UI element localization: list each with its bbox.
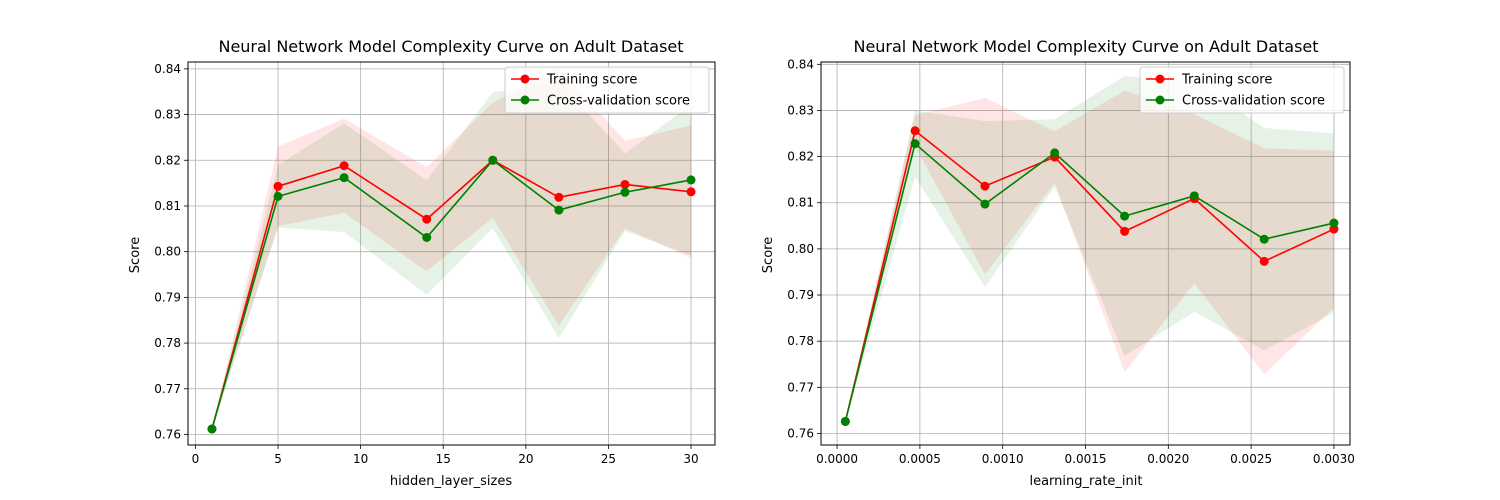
x-tick-label: 0 xyxy=(192,452,200,466)
x-tick-label: 0.0015 xyxy=(1065,452,1107,466)
y-tick-label: 0.76 xyxy=(154,427,181,441)
data-point xyxy=(273,191,283,201)
legend-marker xyxy=(1155,95,1165,105)
y-tick-label: 0.82 xyxy=(154,153,181,167)
x-tick-label: 10 xyxy=(353,452,368,466)
y-tick-label: 0.84 xyxy=(154,62,181,76)
x-tick-label: 25 xyxy=(601,452,616,466)
y-tick-label: 0.80 xyxy=(787,242,814,256)
data-point xyxy=(273,181,283,191)
data-point xyxy=(980,199,990,209)
series-line-1 xyxy=(844,142,1335,422)
data-point xyxy=(339,173,349,183)
legend-entry: Training score xyxy=(1181,73,1272,88)
data-point xyxy=(1329,218,1339,228)
data-point xyxy=(980,181,990,191)
y-tick-label: 0.83 xyxy=(787,103,814,117)
data-point xyxy=(686,187,696,197)
y-tick-label: 0.84 xyxy=(787,57,814,71)
left-y-ticks: 0.76 0.77 0.78 0.79 0.80 0.81 0.82 0.83 0.84 xyxy=(154,62,188,441)
right-grid xyxy=(821,62,1350,445)
series-line-1 xyxy=(211,159,692,430)
right-y-axis-label: Score xyxy=(761,237,776,273)
legend-entry: Cross-validation score xyxy=(1182,94,1325,109)
confidence-band-1 xyxy=(845,76,1334,422)
series-line-0 xyxy=(211,159,692,430)
data-point xyxy=(554,205,564,215)
y-tick-label: 0.80 xyxy=(154,245,181,259)
left-x-ticks: 0 5 10 15 20 25 30 xyxy=(192,445,699,466)
legend-box xyxy=(504,66,710,114)
right-chart-panel: Neural Network Model Complexity Curve on… xyxy=(761,37,1355,489)
right-x-axis-label: learning_rate_init xyxy=(1029,474,1142,489)
legend-marker xyxy=(1155,74,1165,84)
y-tick-label: 0.78 xyxy=(154,336,181,350)
x-tick-label: 0.0020 xyxy=(1147,452,1189,466)
data-point xyxy=(1259,256,1269,266)
y-tick-label: 0.79 xyxy=(787,288,814,302)
left-legend: Training score Cross-validation score xyxy=(504,66,710,114)
data-point xyxy=(554,192,564,202)
right-chart-title: Neural Network Model Complexity Curve on… xyxy=(853,37,1318,56)
x-tick-label: 5 xyxy=(274,452,282,466)
y-tick-label: 0.81 xyxy=(154,199,181,213)
y-tick-label: 0.79 xyxy=(154,290,181,304)
x-tick-label: 20 xyxy=(518,452,533,466)
x-tick-label: 0.0030 xyxy=(1313,452,1355,466)
legend-marker xyxy=(520,95,530,105)
data-point xyxy=(620,179,630,189)
right-lines xyxy=(844,129,1335,422)
data-point xyxy=(1120,226,1130,236)
right-x-ticks: 0.0000 0.0005 0.0010 0.0015 0.0020 0.0025 0.00… xyxy=(816,445,1355,466)
data-point xyxy=(339,161,349,171)
data-point xyxy=(910,126,920,136)
y-tick-label: 0.81 xyxy=(787,196,814,210)
x-tick-label: 30 xyxy=(683,452,698,466)
y-tick-label: 0.77 xyxy=(154,382,181,396)
confidence-band-0 xyxy=(845,90,1334,422)
data-point xyxy=(1189,191,1199,201)
y-tick-label: 0.76 xyxy=(787,426,814,440)
left-grid xyxy=(188,62,715,445)
data-point xyxy=(207,424,217,434)
y-tick-label: 0.83 xyxy=(154,108,181,122)
data-point xyxy=(840,416,850,426)
series-line-0 xyxy=(844,129,1335,422)
data-point xyxy=(1120,211,1130,221)
right-y-ticks: 0.76 0.77 0.78 0.79 0.80 0.81 0.82 0.83 0.84 xyxy=(787,57,821,440)
data-point xyxy=(1050,148,1060,158)
data-point xyxy=(422,233,432,243)
legend-box xyxy=(1139,66,1345,114)
left-y-axis-label: Score xyxy=(128,237,143,273)
x-tick-label: 0.0010 xyxy=(982,452,1024,466)
y-tick-label: 0.77 xyxy=(787,380,814,394)
left-chart-panel: Neural Network Model Complexity Curve on… xyxy=(128,37,716,489)
left-chart-title: Neural Network Model Complexity Curve on… xyxy=(218,37,683,56)
right-bands xyxy=(845,76,1334,422)
left-lines xyxy=(211,159,692,430)
x-tick-label: 0.0000 xyxy=(816,452,858,466)
data-point xyxy=(686,175,696,185)
left-x-axis-label: hidden_layer_sizes xyxy=(390,474,512,489)
left-points xyxy=(207,155,696,434)
y-tick-label: 0.78 xyxy=(787,334,814,348)
data-point xyxy=(422,214,432,224)
x-tick-label: 15 xyxy=(436,452,451,466)
data-point xyxy=(910,139,920,149)
right-points xyxy=(840,126,1339,426)
data-point xyxy=(1259,234,1269,244)
left-axes-frame xyxy=(187,61,716,446)
confidence-band-0 xyxy=(211,68,692,430)
legend-entry: Training score xyxy=(546,73,637,88)
y-tick-label: 0.82 xyxy=(787,150,814,164)
x-tick-label: 0.0025 xyxy=(1230,452,1272,466)
x-tick-label: 0.0005 xyxy=(899,452,941,466)
right-legend: Training score Cross-validation score xyxy=(1139,66,1345,114)
data-point xyxy=(488,155,498,165)
legend-marker xyxy=(520,74,530,84)
data-point xyxy=(620,187,630,197)
legend-entry: Cross-validation score xyxy=(547,94,690,109)
